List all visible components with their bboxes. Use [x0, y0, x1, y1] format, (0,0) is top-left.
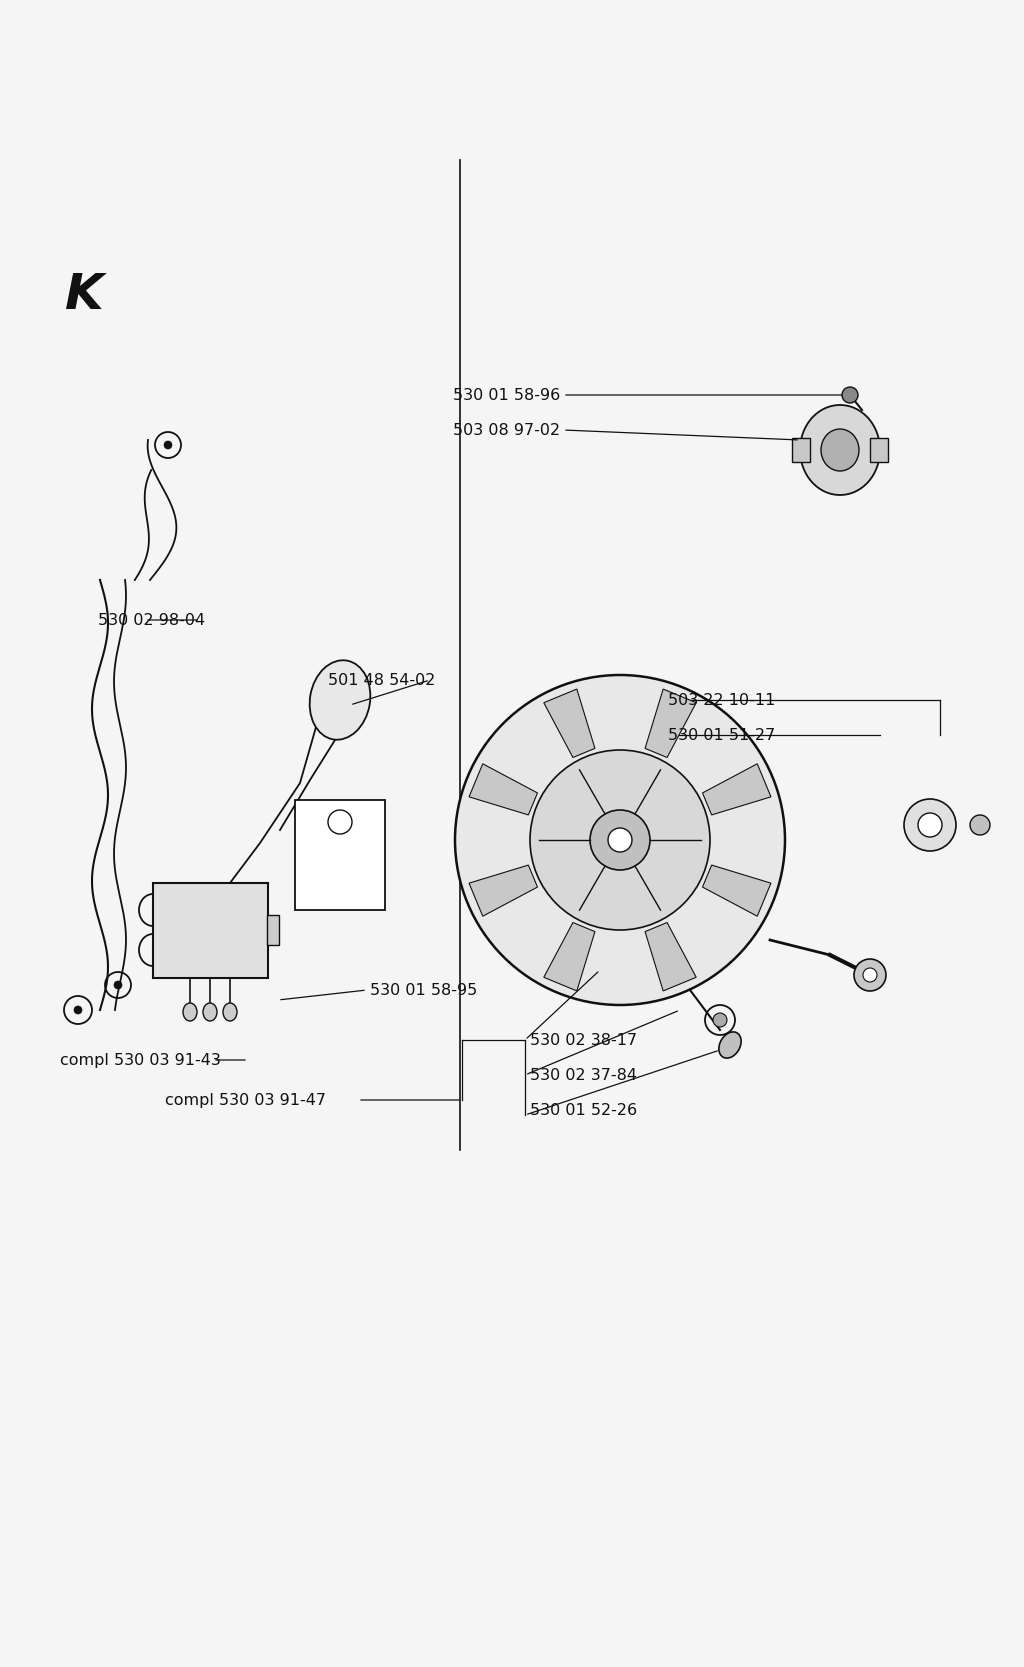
Ellipse shape [203, 1004, 217, 1020]
Polygon shape [645, 688, 696, 757]
Bar [267, 915, 279, 945]
Polygon shape [469, 763, 538, 815]
Text: 503 22 10-11: 503 22 10-11 [668, 692, 775, 707]
Ellipse shape [821, 428, 859, 472]
Text: 530 02 37-84: 530 02 37-84 [530, 1067, 637, 1082]
Ellipse shape [719, 1032, 741, 1059]
Polygon shape [544, 688, 595, 757]
Bar [153, 884, 268, 979]
Polygon shape [645, 922, 696, 990]
Ellipse shape [800, 405, 880, 495]
Text: 530 01 58-95: 530 01 58-95 [370, 982, 477, 997]
Bar [295, 800, 385, 910]
Circle shape [842, 387, 858, 403]
Ellipse shape [223, 1004, 237, 1020]
Polygon shape [702, 865, 771, 917]
Text: 501 48 54-02: 501 48 54-02 [328, 672, 435, 687]
Circle shape [164, 442, 172, 448]
Text: 530 02 38-17: 530 02 38-17 [530, 1032, 637, 1047]
Circle shape [455, 675, 785, 1005]
Circle shape [590, 810, 650, 870]
Polygon shape [544, 922, 595, 990]
Polygon shape [469, 865, 538, 917]
Circle shape [854, 959, 886, 990]
Text: compl 530 03 91-47: compl 530 03 91-47 [165, 1092, 326, 1107]
Circle shape [918, 813, 942, 837]
Circle shape [114, 980, 122, 989]
Polygon shape [702, 763, 771, 815]
Ellipse shape [309, 660, 371, 740]
Circle shape [713, 1014, 727, 1027]
Text: K: K [65, 272, 103, 318]
Circle shape [904, 798, 956, 850]
Text: 530 01 52-26: 530 01 52-26 [530, 1102, 637, 1117]
Text: 530 02 98-04: 530 02 98-04 [98, 612, 205, 627]
Bar [792, 438, 810, 462]
Circle shape [74, 1005, 82, 1014]
Circle shape [863, 969, 877, 982]
Circle shape [530, 750, 710, 930]
Text: compl 530 03 91-43: compl 530 03 91-43 [60, 1052, 221, 1067]
Text: 530 01 51-27: 530 01 51-27 [668, 727, 775, 742]
Circle shape [608, 828, 632, 852]
Text: 503 08 97-02: 503 08 97-02 [453, 422, 560, 437]
Text: 530 01 58-96: 530 01 58-96 [453, 387, 560, 402]
Ellipse shape [183, 1004, 197, 1020]
Bar [870, 438, 888, 462]
Circle shape [970, 815, 990, 835]
